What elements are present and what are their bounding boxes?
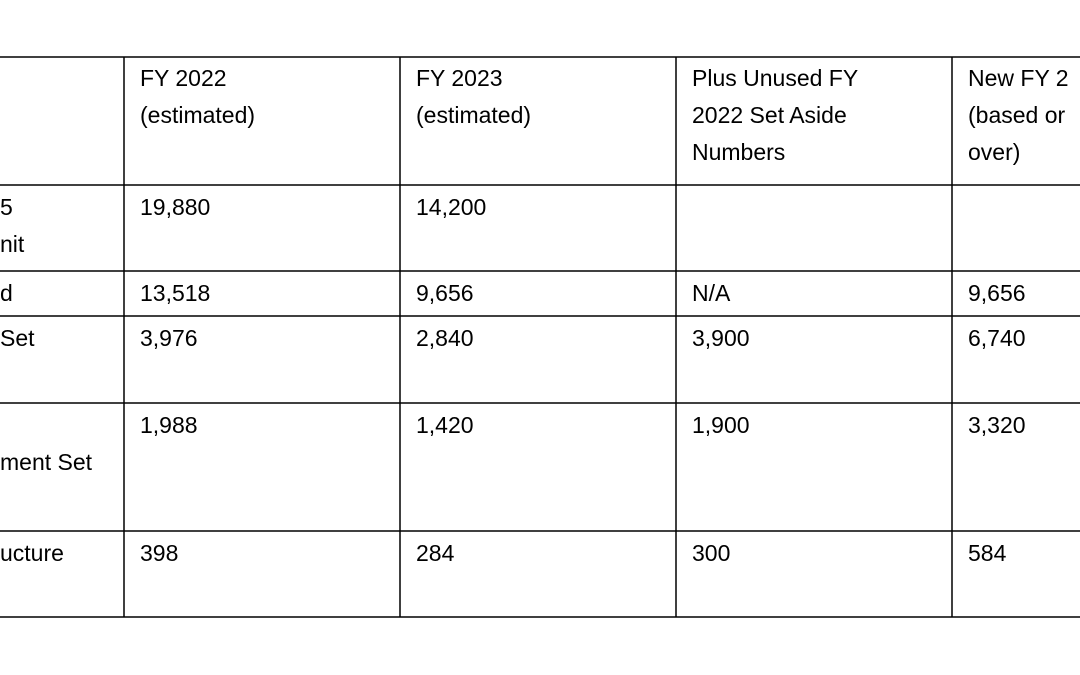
cell-text: 9,656 [968,280,1026,306]
header-cell-text: 2022 Set Aside [692,102,847,128]
cell-text: 284 [416,540,455,566]
cell-text: 13,518 [140,280,211,306]
header-cell-text: Numbers [692,139,786,165]
cell-text: 584 [968,540,1007,566]
cell-text: 1,988 [140,412,198,438]
cell-text: 398 [140,540,179,566]
cell-text: 6,740 [968,325,1026,351]
cell-text: N/A [692,280,731,306]
row-label: ment Set [0,449,93,475]
cell-text: 2,840 [416,325,474,351]
cell-text: 300 [692,540,731,566]
header-cell-text: FY 2022 [140,65,227,91]
cell-text: 3,900 [692,325,750,351]
cell-text: 1,900 [692,412,750,438]
row-label: ucture [0,540,64,566]
header-cell-text: FY 2023 [416,65,503,91]
cell-text: 3,320 [968,412,1026,438]
cell-text: 9,656 [416,280,474,306]
cell-text: 1,420 [416,412,474,438]
header-cell-text: (estimated) [140,102,256,128]
header-cell-text: (based or [968,102,1066,128]
header-cell-text: (estimated) [416,102,532,128]
header-cell-text: over) [968,139,1021,165]
cell-text: 19,880 [140,194,211,220]
header-cell-text: New FY 2 [968,65,1069,91]
row-label: nit [0,231,25,257]
row-label: 5 [0,194,13,220]
header-cell-text: Plus Unused FY [692,65,859,91]
row-label: d [0,280,13,306]
row-label: Set [0,325,35,351]
cell-text: 3,976 [140,325,198,351]
cell-text: 14,200 [416,194,487,220]
